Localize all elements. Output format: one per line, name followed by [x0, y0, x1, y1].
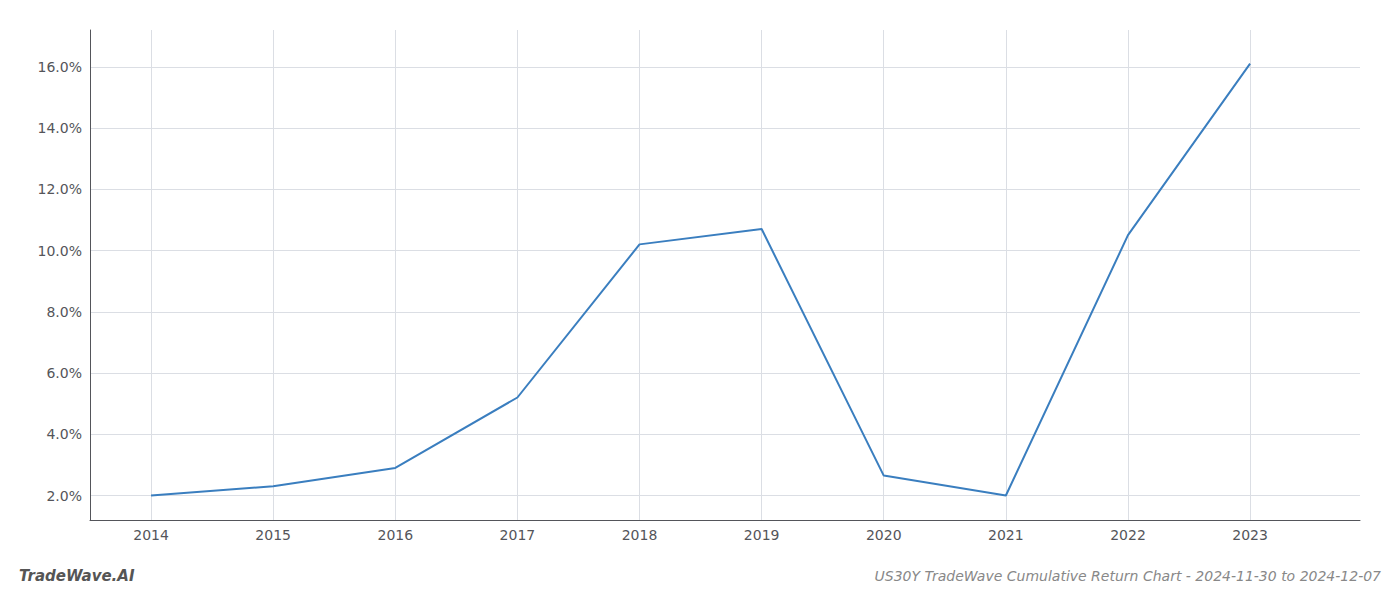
- svg-text:2016: 2016: [377, 527, 413, 543]
- svg-text:2.0%: 2.0%: [46, 488, 82, 504]
- svg-text:2022: 2022: [1110, 527, 1146, 543]
- svg-text:12.0%: 12.0%: [38, 181, 82, 197]
- svg-text:2020: 2020: [866, 527, 902, 543]
- svg-text:8.0%: 8.0%: [46, 304, 82, 320]
- svg-text:2021: 2021: [988, 527, 1024, 543]
- svg-text:4.0%: 4.0%: [46, 426, 82, 442]
- svg-text:2019: 2019: [744, 527, 780, 543]
- svg-text:2023: 2023: [1232, 527, 1268, 543]
- svg-text:6.0%: 6.0%: [46, 365, 82, 381]
- svg-text:16.0%: 16.0%: [38, 59, 82, 75]
- svg-text:TradeWave.AI: TradeWave.AI: [19, 567, 135, 585]
- svg-text:2018: 2018: [622, 527, 658, 543]
- svg-text:US30Y TradeWave Cumulative Ret: US30Y TradeWave Cumulative Return Chart …: [875, 568, 1382, 584]
- svg-text:2017: 2017: [500, 527, 536, 543]
- svg-text:2014: 2014: [133, 527, 169, 543]
- svg-text:2015: 2015: [255, 527, 291, 543]
- svg-text:14.0%: 14.0%: [38, 120, 82, 136]
- svg-text:10.0%: 10.0%: [38, 243, 82, 259]
